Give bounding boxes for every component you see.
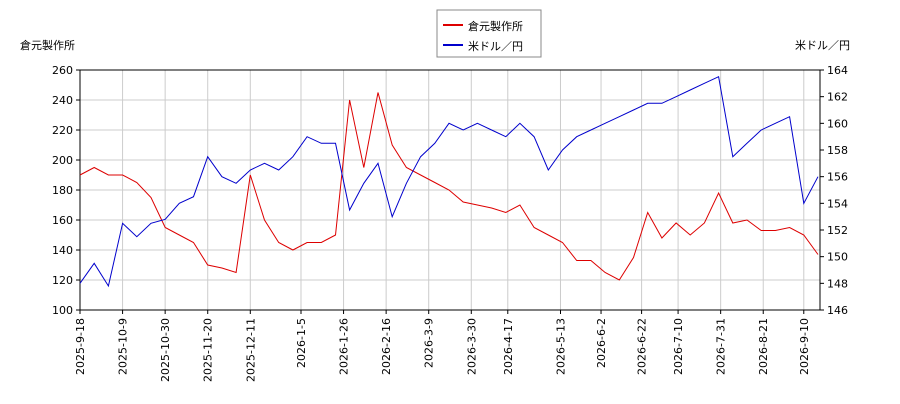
y-tick-label: 180 [52,184,73,197]
y2-tick-label: 150 [827,251,848,264]
y2-axis-label: 米ドル／円 [795,39,850,52]
plot-frame [79,69,821,311]
y-tick-label: 200 [52,154,73,167]
legend-label: 倉元製作所 [468,19,523,33]
x-tick-label: 2026-3-30 [465,318,478,375]
x-tick-label: 2026-1-26 [338,318,351,375]
x-tick-label: 2025-11-20 [202,318,215,382]
legend-label: 米ドル／円 [468,40,523,53]
x-tick-label: 2026-5-13 [554,318,567,375]
legend-box [436,9,542,58]
y2-tick-label: 152 [827,224,848,237]
y2-tick-label: 154 [827,197,848,210]
series-line [79,92,819,281]
y2-tick-label: 146 [827,304,848,317]
x-tick-label: 2025-10-9 [117,318,130,375]
y2-tick-label: 158 [827,144,848,157]
y-tick-label: 140 [52,244,73,257]
y2-tick-label: 148 [827,277,848,290]
x-tick-label: 2026-6-22 [636,318,649,375]
x-tick-label: 2026-7-10 [672,318,685,375]
y-tick-label: 160 [52,214,73,227]
x-tick-label: 2026-4-17 [502,318,515,375]
y2-tick-label: 156 [827,171,848,184]
y-tick-label: 240 [52,94,73,107]
x-tick-label: 2025-9-18 [74,318,87,375]
x-tick-label: 2026-7-31 [715,318,728,375]
x-tick-label: 2026-6-2 [595,318,608,368]
x-tick-label: 2025-10-30 [159,318,172,382]
x-tick-label: 2026-3-9 [423,318,436,368]
y-tick-label: 100 [52,304,73,317]
x-tick-label: 2026-1-5 [295,318,308,368]
y-tick-label: 120 [52,274,73,287]
y2-tick-label: 160 [827,117,848,130]
y-tick-label: 260 [52,64,73,77]
series-line [79,75,819,288]
y2-tick-label: 164 [827,64,848,77]
y2-tick-label: 162 [827,91,848,104]
x-tick-label: 2026-2-16 [380,318,393,375]
x-tick-label: 2026-8-21 [757,318,770,375]
y-tick-label: 220 [52,124,73,137]
x-tick-label: 2026-9-10 [798,318,811,375]
x-tick-label: 2025-12-11 [244,318,257,382]
y-axis-label: 倉元製作所 [20,38,75,52]
